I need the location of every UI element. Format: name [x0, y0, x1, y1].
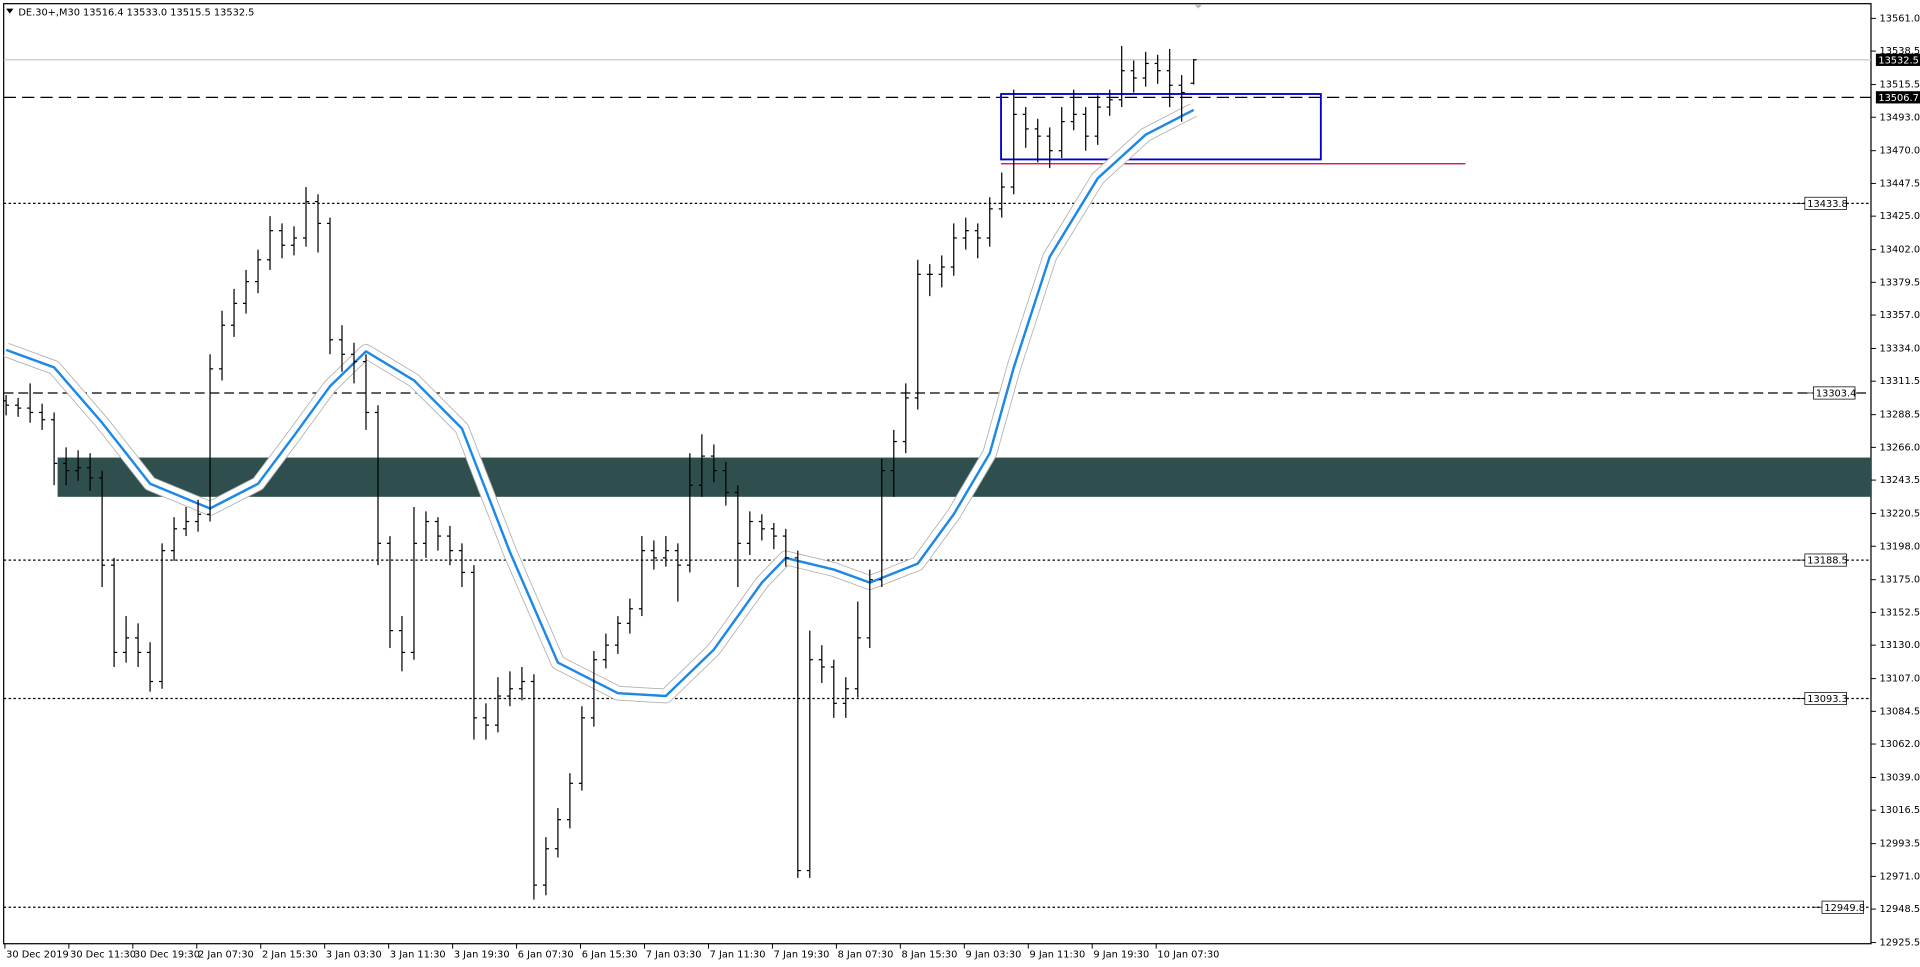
y-tick-label: 13311.5	[1880, 376, 1920, 387]
shift-marker	[1194, 4, 1202, 9]
x-tick-label: 10 Jan 07:30	[1157, 950, 1219, 961]
x-tick-label: 30 Dec 2019	[6, 950, 69, 961]
x-tick-label: 9 Jan 03:30	[966, 950, 1022, 961]
range-box	[1000, 93, 1322, 161]
x-tick-label: 7 Jan 03:30	[646, 950, 702, 961]
x-tick-label: 6 Jan 07:30	[518, 950, 574, 961]
x-tick-label: 2 Jan 15:30	[262, 950, 318, 961]
y-tick-label: 12971.0	[1880, 871, 1920, 882]
x-tick-label: 3 Jan 03:30	[326, 950, 382, 961]
price-label-box	[1875, 91, 1920, 104]
y-tick-label: 12948.5	[1880, 904, 1920, 915]
x-tick-label: 8 Jan 07:30	[838, 950, 894, 961]
x-tick-label: 7 Jan 19:30	[774, 950, 830, 961]
price-label: 13532.5	[1878, 55, 1919, 66]
y-tick-label: 12925.5	[1880, 938, 1920, 949]
y-tick-label: 13379.5	[1880, 277, 1920, 288]
y-tick-label: 13447.5	[1880, 178, 1920, 189]
x-tick-label: 9 Jan 11:30	[1029, 950, 1085, 961]
y-tick-label: 13402.0	[1880, 245, 1920, 256]
y-tick-label: 13288.5	[1880, 410, 1920, 421]
y-tick-label: 13266.0	[1880, 442, 1920, 453]
y-tick-label: 13515.5	[1880, 80, 1920, 91]
y-tick-label: 13493.0	[1880, 112, 1920, 123]
y-tick-label: 13220.5	[1880, 509, 1920, 520]
y-tick-label: 13198.0	[1880, 541, 1920, 552]
y-tick-label: 13561.0	[1880, 13, 1920, 24]
moving-average	[5, 108, 1195, 698]
level-label: 12949.8	[1824, 903, 1865, 914]
y-tick-label: 13425.0	[1880, 211, 1920, 222]
y-tick-label: 12993.5	[1880, 839, 1920, 850]
y-tick-label: 13334.0	[1880, 343, 1920, 354]
x-tick-label: 30 Dec 19:30	[134, 950, 200, 961]
level-label: 13303.4	[1816, 389, 1857, 400]
y-tick-label: 13175.0	[1880, 575, 1920, 586]
chart-title: DE.30+,M30 13516.4 13533.0 13515.5 13532…	[18, 7, 254, 18]
x-tick-label: 9 Jan 19:30	[1093, 950, 1149, 961]
y-tick-label: 13016.5	[1880, 805, 1920, 816]
y-tick-label: 13357.0	[1880, 310, 1920, 321]
y-tick-label: 13243.5	[1880, 475, 1920, 486]
level-label: 13433.8	[1807, 199, 1848, 210]
price-label: 13506.7	[1878, 93, 1919, 104]
x-tick-label: 3 Jan 11:30	[390, 950, 446, 961]
x-tick-label: 7 Jan 11:30	[710, 950, 766, 961]
x-tick-label: 2 Jan 07:30	[198, 950, 254, 961]
level-label: 13188.5	[1807, 556, 1848, 567]
price-label-box	[1875, 53, 1920, 66]
y-tick-label: 13039.0	[1880, 772, 1920, 783]
x-tick-label: 30 Dec 11:30	[70, 950, 136, 961]
y-tick-label: 13107.0	[1880, 674, 1920, 685]
menu-arrow[interactable]	[6, 8, 14, 14]
x-tick-label: 6 Jan 15:30	[582, 950, 638, 961]
y-tick-label: 13538.5	[1880, 46, 1920, 57]
y-tick-label: 13062.0	[1880, 739, 1920, 750]
x-tick-label: 8 Jan 15:30	[902, 950, 958, 961]
y-tick-label: 13130.0	[1880, 640, 1920, 651]
y-tick-label: 13470.0	[1880, 146, 1920, 157]
y-tick-label: 13084.5	[1880, 706, 1920, 717]
x-tick-label: 3 Jan 19:30	[454, 950, 510, 961]
y-tick-label: 13152.5	[1880, 607, 1920, 618]
level-label: 13093.3	[1807, 694, 1848, 705]
